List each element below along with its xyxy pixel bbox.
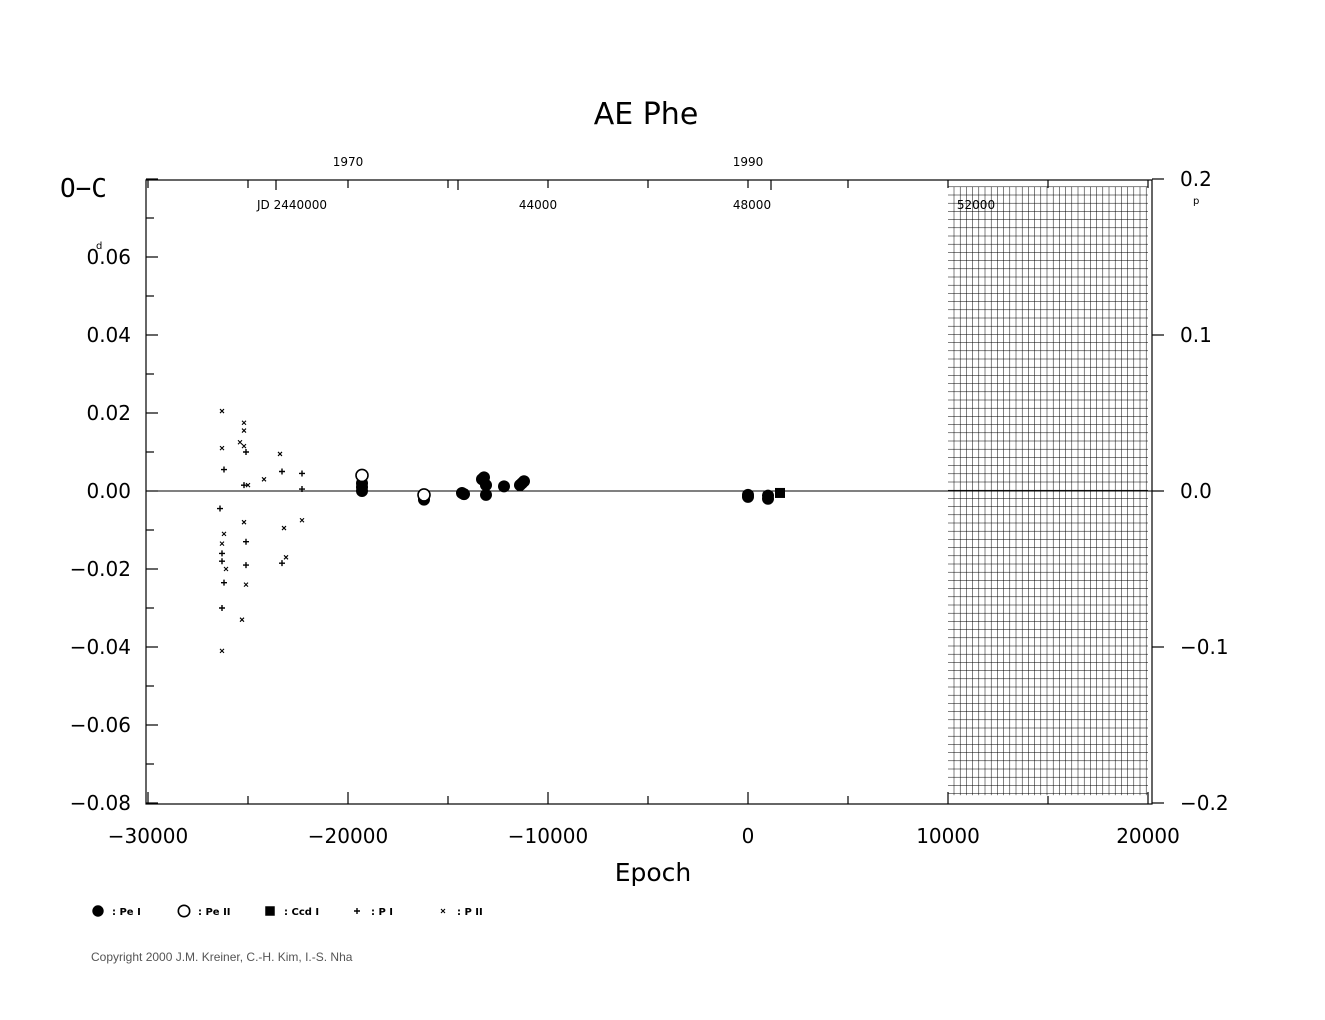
point-p-ii [219, 648, 225, 654]
point-p-i [243, 449, 249, 455]
x-tick-label: 20000 [1116, 824, 1180, 848]
point-pe-i [458, 488, 470, 501]
point-p-ii [283, 554, 289, 560]
point-p-ii [219, 408, 225, 414]
x-tick-label: −10000 [508, 824, 588, 848]
legend-marker [92, 905, 104, 917]
point-pe-i [480, 488, 492, 501]
point-p-i [217, 505, 223, 512]
legend-label: : Pe II [198, 907, 231, 918]
point-p-ii [245, 482, 251, 488]
point-pe-i [762, 492, 774, 505]
point-p-i [219, 605, 225, 611]
x-tick-label: −20000 [308, 824, 388, 848]
point-p-ii [223, 566, 229, 572]
legend-label: : P I [371, 907, 393, 918]
jd-prefix-label: JD 2440000 [256, 198, 327, 212]
x-axis-label: Epoch [615, 858, 692, 887]
tick-labels: −30000 −20000 −10000 0 10000 20000 −0.08 −0.06 −… [70, 155, 1229, 848]
y-tick-label: 0.00 [86, 479, 131, 503]
point-pe-ii [355, 468, 369, 483]
point-pe-i [356, 485, 368, 497]
legend-label: : P II [457, 907, 483, 918]
point-ccd-i [775, 487, 785, 498]
point-p-ii [221, 531, 227, 537]
point-pe-i [742, 490, 754, 503]
legend-marker [177, 904, 191, 918]
y-tick-label: 0.04 [86, 323, 131, 347]
data-points [217, 408, 785, 654]
y-tick-label: 0.06 [86, 245, 131, 269]
chart-title: AE Phe [594, 97, 699, 132]
year-tick-label: 1990 [733, 155, 764, 169]
point-pe-i [518, 475, 530, 488]
jd-tick-label: 52000 [957, 198, 995, 212]
x-tick-label: −30000 [108, 824, 188, 848]
point-p-i [299, 486, 305, 493]
point-p-ii [299, 517, 305, 523]
y-tick-label: −0.04 [70, 635, 131, 659]
point-p-ii [241, 428, 247, 433]
point-p-i [299, 470, 305, 477]
point-p-ii [241, 443, 247, 449]
y-tick-label: −0.02 [70, 557, 131, 581]
point-p-i [221, 466, 227, 473]
point-p-ii [261, 476, 267, 482]
year-tick-label: 1970 [333, 155, 364, 169]
point-pe-i [498, 480, 510, 493]
jd-tick-label: 48000 [733, 198, 771, 212]
plot-frame [145, 179, 1153, 805]
point-p-ii [281, 525, 287, 531]
axis-ticks [146, 178, 1164, 804]
point-p-i [243, 562, 249, 569]
point-p-ii [237, 439, 243, 445]
point-p-i [243, 538, 249, 545]
point-p-ii [239, 617, 245, 623]
y-tick-label: −0.06 [70, 713, 131, 737]
legend-marker [265, 906, 275, 916]
point-p-ii [241, 519, 247, 525]
y2-tick-label: 0.2 [1180, 167, 1212, 191]
point-p-i [241, 482, 247, 489]
y-tick-label: 0.02 [86, 401, 131, 425]
point-p-ii [277, 451, 283, 457]
point-p-i [279, 560, 285, 567]
jd-tick-label: 44000 [519, 198, 557, 212]
point-p-i [219, 550, 225, 557]
y2-tick-label: 0.0 [1180, 479, 1212, 503]
point-p-i [219, 558, 225, 565]
point-p-i [221, 579, 227, 586]
y2-tick-label: 0.1 [1180, 323, 1212, 347]
point-pe-ii [417, 488, 431, 502]
y-axis-label: O−C [60, 174, 107, 204]
point-p-i [279, 468, 285, 475]
legend-marker [354, 908, 360, 914]
y2-tick-label: −0.2 [1180, 791, 1229, 815]
y2-axis-unit: p [1193, 196, 1199, 207]
y2-tick-label: −0.1 [1180, 635, 1229, 659]
legend: : Pe I : Pe II : Ccd I : P I : P II [92, 904, 483, 918]
point-p-ii [219, 541, 225, 547]
point-pe-i [480, 479, 492, 492]
point-p-ii [241, 420, 247, 426]
copyright: Copyright 2000 J.M. Kreiner, C.-H. Kim, … [91, 950, 353, 964]
y-axis-unit: d [96, 241, 102, 252]
x-tick-label: 10000 [916, 824, 980, 848]
point-p-ii [243, 582, 249, 587]
legend-label: : Ccd I [284, 907, 319, 918]
point-p-ii [219, 445, 225, 451]
legend-label: : Pe I [112, 907, 141, 918]
y-tick-label: −0.08 [70, 791, 131, 815]
x-tick-label: 0 [742, 824, 755, 848]
legend-marker [440, 908, 446, 914]
